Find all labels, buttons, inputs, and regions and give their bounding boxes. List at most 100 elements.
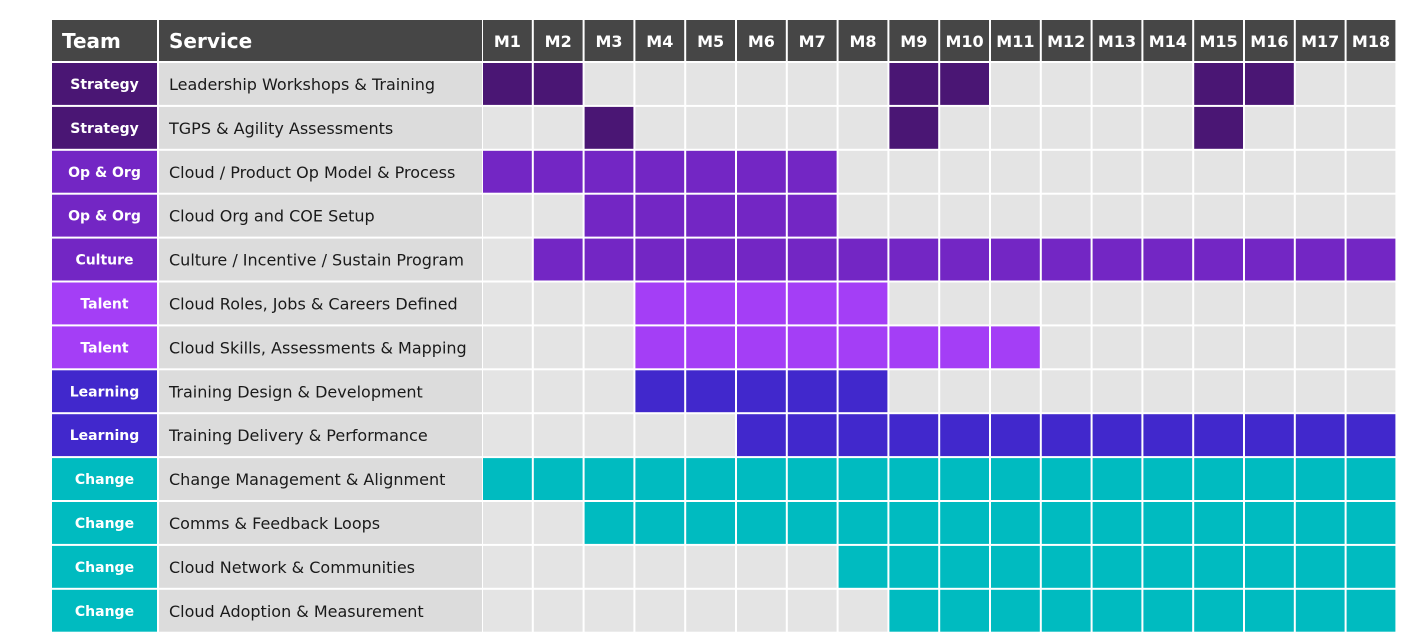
service-label: Cloud Skills, Assessments & Mapping (169, 338, 467, 357)
active-month-cell (635, 238, 685, 281)
active-month-cell (889, 63, 939, 105)
month-tick-label: M2 (545, 32, 572, 51)
month-tick-label: M7 (799, 32, 826, 51)
empty-month-cell (940, 150, 989, 193)
month-tick-label: M8 (849, 32, 876, 51)
active-month-cell (940, 545, 989, 588)
empty-month-cell (686, 414, 735, 457)
empty-month-cell (483, 194, 532, 237)
active-month-cell (1295, 458, 1345, 500)
empty-month-cell (1295, 106, 1345, 149)
active-month-cell (1194, 589, 1243, 632)
active-month-cell (940, 326, 989, 369)
empty-month-cell (1143, 150, 1193, 193)
empty-month-cell (1194, 194, 1243, 237)
active-month-cell (635, 282, 685, 325)
month-tick-label: M15 (1200, 32, 1238, 51)
empty-month-cell (483, 326, 532, 369)
active-month-cell (737, 458, 786, 500)
service-cell (159, 326, 482, 369)
empty-month-cell (838, 150, 888, 193)
empty-month-cell (686, 589, 735, 632)
team-label: Strategy (70, 121, 138, 137)
service-cell (159, 370, 482, 413)
active-month-cell (635, 194, 685, 237)
service-cell (159, 150, 482, 193)
active-month-cell (686, 326, 735, 369)
team-cell (52, 282, 157, 325)
month-tick-label: M13 (1098, 32, 1136, 51)
service-cell (159, 63, 482, 105)
active-month-cell (1143, 458, 1193, 500)
active-month-cell (1346, 458, 1396, 500)
empty-month-cell (1295, 370, 1345, 413)
active-month-cell (686, 194, 735, 237)
empty-month-cell (889, 282, 939, 325)
active-month-cell (889, 414, 939, 457)
month-header-cell (1295, 20, 1345, 61)
empty-month-cell (787, 63, 837, 105)
team-cell (52, 326, 157, 369)
active-month-cell (991, 589, 1040, 632)
service-cell (159, 282, 482, 325)
active-month-cell (737, 414, 786, 457)
empty-month-cell (889, 370, 939, 413)
active-month-cell (635, 150, 685, 193)
active-month-cell (483, 458, 532, 500)
team-cell (52, 589, 157, 632)
active-month-cell (889, 502, 939, 544)
service-label: TGPS & Agility Assessments (168, 119, 393, 138)
empty-month-cell (584, 282, 634, 325)
active-month-cell (1092, 458, 1142, 500)
active-month-cell (1041, 414, 1091, 457)
team-label: Change (75, 604, 134, 620)
empty-month-cell (940, 282, 989, 325)
active-month-cell (1092, 414, 1142, 457)
team-label: Op & Org (68, 209, 141, 225)
active-month-cell (584, 502, 634, 544)
active-month-cell (686, 502, 735, 544)
active-month-cell (1143, 589, 1193, 632)
empty-month-cell (1245, 282, 1294, 325)
empty-month-cell (838, 63, 888, 105)
active-month-cell (533, 150, 583, 193)
active-month-cell (838, 370, 888, 413)
active-month-cell (1245, 63, 1294, 105)
active-month-cell (1194, 106, 1243, 149)
service-label: Training Delivery & Performance (168, 426, 428, 445)
month-tick-label: M3 (595, 32, 622, 51)
empty-month-cell (787, 545, 837, 588)
active-month-cell (940, 458, 989, 500)
active-month-cell (1295, 502, 1345, 544)
active-month-cell (1194, 502, 1243, 544)
active-month-cell (533, 458, 583, 500)
empty-month-cell (1092, 326, 1142, 369)
month-tick-label: M1 (494, 32, 521, 51)
active-month-cell (838, 238, 888, 281)
active-month-cell (991, 326, 1040, 369)
active-month-cell (1346, 589, 1396, 632)
service-label: Cloud Adoption & Measurement (169, 602, 424, 621)
empty-month-cell (737, 589, 786, 632)
empty-month-cell (838, 589, 888, 632)
active-month-cell (737, 238, 786, 281)
empty-month-cell (533, 502, 583, 544)
empty-month-cell (1143, 106, 1193, 149)
active-month-cell (1194, 545, 1243, 588)
active-month-cell (1143, 238, 1193, 281)
service-cell (159, 106, 482, 149)
empty-month-cell (1092, 150, 1142, 193)
month-header-cell (1041, 20, 1091, 61)
active-month-cell (686, 282, 735, 325)
empty-month-cell (991, 106, 1040, 149)
team-label: Change (75, 516, 134, 532)
active-month-cell (991, 458, 1040, 500)
header-service-cell (159, 20, 482, 61)
empty-month-cell (737, 545, 786, 588)
active-month-cell (737, 370, 786, 413)
header-service-label: Service (169, 29, 252, 53)
active-month-cell (889, 106, 939, 149)
month-header-cell (1092, 20, 1142, 61)
active-month-cell (1346, 545, 1396, 588)
active-month-cell (787, 238, 837, 281)
